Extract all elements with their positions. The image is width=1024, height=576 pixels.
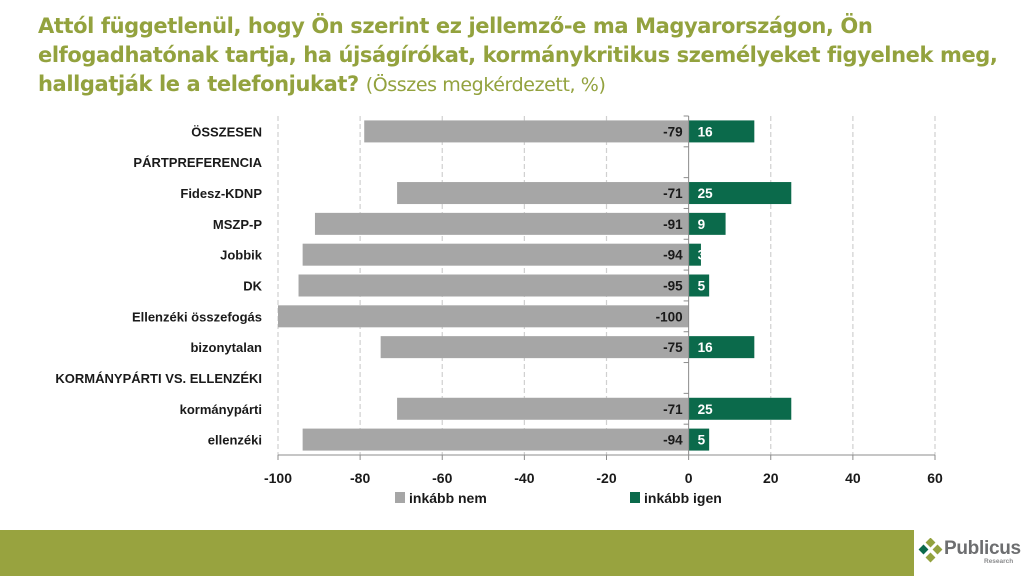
value-label-nem: -79 [663, 124, 683, 139]
bar-inkabb-igen [688, 336, 755, 359]
diamond-logo-icon [918, 538, 943, 563]
bars [278, 120, 792, 451]
x-tick-label: 40 [845, 470, 861, 486]
value-label-igen: 25 [698, 186, 714, 201]
bar-inkabb-igen [688, 274, 710, 297]
value-label-nem: -100 [656, 309, 683, 324]
value-label-igen: 5 [698, 433, 706, 448]
bar-inkabb-nem [314, 212, 689, 235]
bar-inkabb-igen [688, 212, 726, 235]
value-label-igen: 25 [698, 402, 714, 417]
bar-inkabb-igen [688, 120, 755, 143]
labels: ÖSSZESEN -79 16 PÁRTPREFERENCIA Fidesz-KDNP -… [55, 124, 713, 447]
x-tick-label: -40 [514, 470, 534, 486]
bar-inkabb-igen [688, 243, 701, 266]
bar-inkabb-nem [397, 182, 689, 205]
value-label-igen: 5 [698, 279, 706, 294]
logo-wordmark: Publicus [944, 538, 1021, 559]
bar-inkabb-nem [302, 243, 689, 266]
logo-subtitle: Research [984, 558, 1014, 565]
value-label-nem: -94 [663, 433, 683, 448]
bar-inkabb-nem [397, 397, 689, 420]
value-label-igen: 16 [698, 124, 714, 139]
footer-band [0, 530, 914, 576]
x-tick-label: 60 [927, 470, 943, 486]
category-label: bizonytalan [190, 340, 262, 355]
legend-swatch-inkabb-igen [630, 492, 640, 503]
x-tick-label: 20 [763, 470, 779, 486]
category-label: Fidesz-KDNP [180, 186, 262, 201]
axes: -100 -80 -60 -40 -20 0 20 40 60 [264, 115, 943, 486]
x-tick-label: -60 [432, 470, 452, 486]
bar-inkabb-nem [278, 305, 689, 328]
value-label-igen: 16 [698, 340, 714, 355]
legend: inkább nem inkább igen [395, 490, 722, 506]
legend-label-inkabb-nem: inkább nem [409, 490, 487, 506]
category-label: MSZP-P [213, 217, 262, 232]
bar-inkabb-nem [298, 274, 689, 297]
publicus-logo: Publicus Research [914, 530, 1024, 576]
category-label: DK [243, 279, 262, 294]
value-label-igen: 9 [698, 217, 706, 232]
value-label-nem: -95 [663, 279, 683, 294]
category-label: ellenzéki [208, 433, 262, 448]
x-tick-label: -100 [264, 470, 292, 486]
category-label: kormánypárti [180, 402, 262, 417]
bar-inkabb-nem [380, 336, 689, 359]
value-label-nem: -94 [663, 248, 683, 263]
value-label-igen: 3 [698, 248, 706, 263]
value-label-nem: -71 [663, 402, 683, 417]
category-label: ÖSSZESEN [191, 124, 262, 139]
bar-inkabb-nem [364, 120, 689, 143]
category-label: Jobbik [220, 248, 263, 263]
x-tick-label: -20 [596, 470, 616, 486]
value-label-nem: -91 [663, 217, 683, 232]
bar-inkabb-igen [688, 397, 792, 420]
category-label: PÁRTPREFERENCIA [133, 155, 262, 170]
category-label: Ellenzéki összefogás [132, 309, 262, 324]
legend-label-inkabb-igen: inkább igen [644, 490, 722, 506]
chart-title: Attól függetlenül, hogy Ön szerint ez je… [38, 12, 998, 100]
legend-swatch-inkabb-nem [395, 492, 405, 503]
category-label: KORMÁNYPÁRTI VS. ELLENZÉKI [55, 371, 262, 386]
value-label-nem: -75 [663, 340, 683, 355]
bar-inkabb-nem [302, 428, 689, 451]
bar-inkabb-igen [688, 182, 792, 205]
diverging-bar-chart: -100 -80 -60 -40 -20 0 20 40 60 ÖSSZESEN -79 16 PÁR… [55, 115, 943, 506]
x-tick-label: -80 [350, 470, 370, 486]
x-tick-label: 0 [685, 470, 693, 486]
title-main: Attól függetlenül, hogy Ön szerint ez je… [38, 14, 998, 96]
title-subtitle: (Összes megkérdezett, %) [365, 74, 606, 96]
value-label-nem: -71 [663, 186, 683, 201]
bar-inkabb-igen [688, 428, 710, 451]
